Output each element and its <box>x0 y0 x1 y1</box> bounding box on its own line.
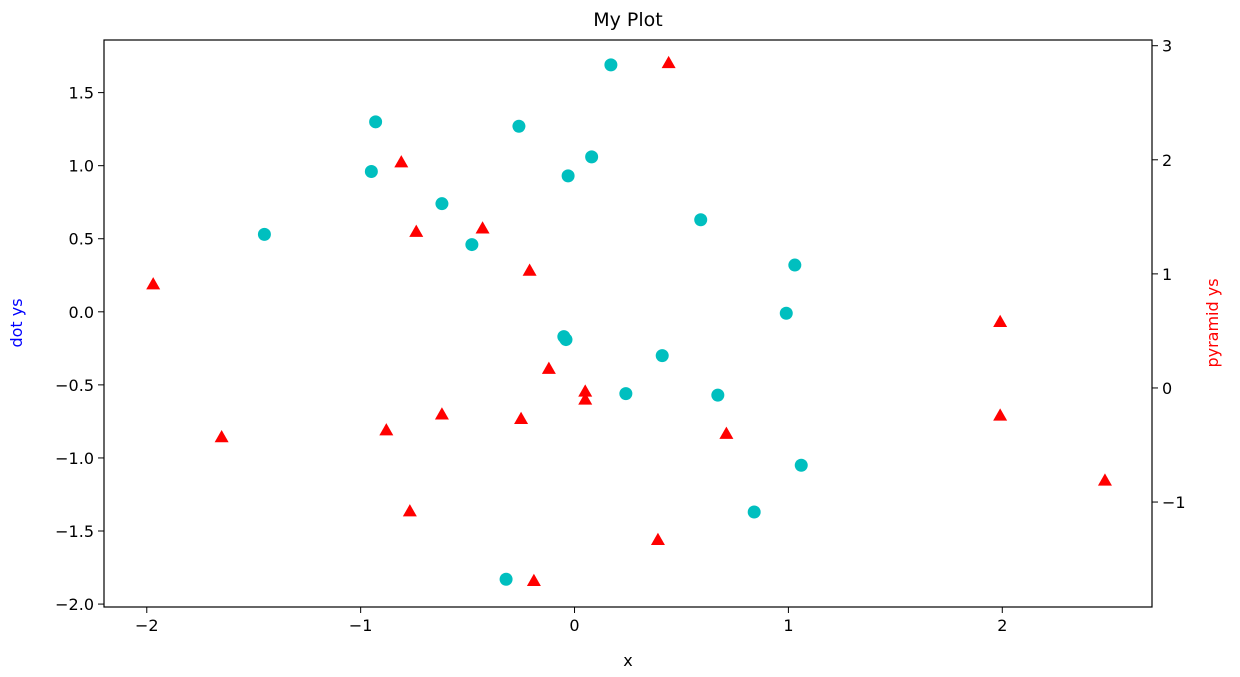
pyramid-point <box>214 430 229 443</box>
left-y-tick-label: −1.5 <box>55 522 94 541</box>
pyramid-point <box>514 411 529 425</box>
right-y-tick-label: 2 <box>1162 151 1172 170</box>
pyramid-point <box>409 224 424 237</box>
dot-point <box>655 349 669 363</box>
pyramid-point <box>475 221 490 234</box>
right-y-tick-label: −1 <box>1162 493 1186 512</box>
dot-point <box>794 458 808 472</box>
left-y-tick-label: −2.0 <box>55 595 94 614</box>
pyramid-point <box>578 384 593 397</box>
x-tick-label: −1 <box>349 616 373 635</box>
left-y-axis: 1.5 1.0 0.5 0.0 −0.5 −1.0 −1.5 −2.0 <box>55 84 104 614</box>
left-y-tick-label: 0.0 <box>69 303 94 322</box>
right-y-tick-label: 1 <box>1162 265 1172 284</box>
dot-point <box>364 165 378 179</box>
dot-point <box>604 58 618 72</box>
right-y-axis: 3 2 1 0 −1 <box>1152 37 1186 512</box>
pyramid-point <box>402 504 417 517</box>
pyramid-point <box>541 361 556 374</box>
dot-point <box>747 505 761 519</box>
pyramid-point <box>993 314 1008 328</box>
x-tick-label: 0 <box>569 616 579 635</box>
dot-point <box>788 258 802 272</box>
pyramid-point <box>379 423 394 436</box>
pyramid-point <box>1097 473 1112 486</box>
right-y-axis-label: pyramid ys <box>1203 278 1222 367</box>
pyramid-point <box>578 392 593 405</box>
pyramid-point <box>394 155 409 168</box>
pyramid-point <box>719 426 734 439</box>
dot-point <box>561 169 575 183</box>
dot-point <box>465 238 479 252</box>
pyramid-point <box>993 408 1008 421</box>
left-y-tick-label: −0.5 <box>55 376 94 395</box>
x-axis-label: x <box>623 651 632 670</box>
dot-point <box>435 197 449 211</box>
pyramid-point <box>146 277 161 290</box>
right-y-tick-label: 0 <box>1162 379 1172 398</box>
dot-point <box>779 306 793 320</box>
plot-marks <box>146 55 1112 587</box>
left-y-tick-label: −1.0 <box>55 449 94 468</box>
plot-frame <box>103 39 1153 608</box>
left-y-tick-label: 1.0 <box>69 157 94 176</box>
pyramid-point <box>650 532 665 545</box>
pyramid-point <box>526 573 541 587</box>
dot-point <box>499 572 513 586</box>
x-tick-label: −2 <box>135 616 159 635</box>
dot-point <box>711 388 725 402</box>
dot-point <box>619 387 633 401</box>
dot-point <box>694 213 708 227</box>
left-y-axis-label: dot ys <box>7 298 26 347</box>
pyramid-point <box>522 263 537 276</box>
dot-point <box>512 119 526 133</box>
chart-title: My Plot <box>593 9 663 31</box>
x-axis: −2 −1 0 1 2 <box>135 607 1007 635</box>
x-tick-label: 2 <box>997 616 1007 635</box>
x-tick-label: 1 <box>783 616 793 635</box>
pyramid-point <box>661 55 676 69</box>
dot-point <box>559 333 573 347</box>
dot-point <box>257 227 271 241</box>
right-y-tick-label: 3 <box>1162 37 1172 56</box>
left-y-tick-label: 1.5 <box>69 84 94 103</box>
dot-point <box>585 150 599 164</box>
dot-point <box>369 115 383 129</box>
pyramid-point <box>434 407 449 420</box>
left-y-tick-label: 0.5 <box>69 230 94 249</box>
